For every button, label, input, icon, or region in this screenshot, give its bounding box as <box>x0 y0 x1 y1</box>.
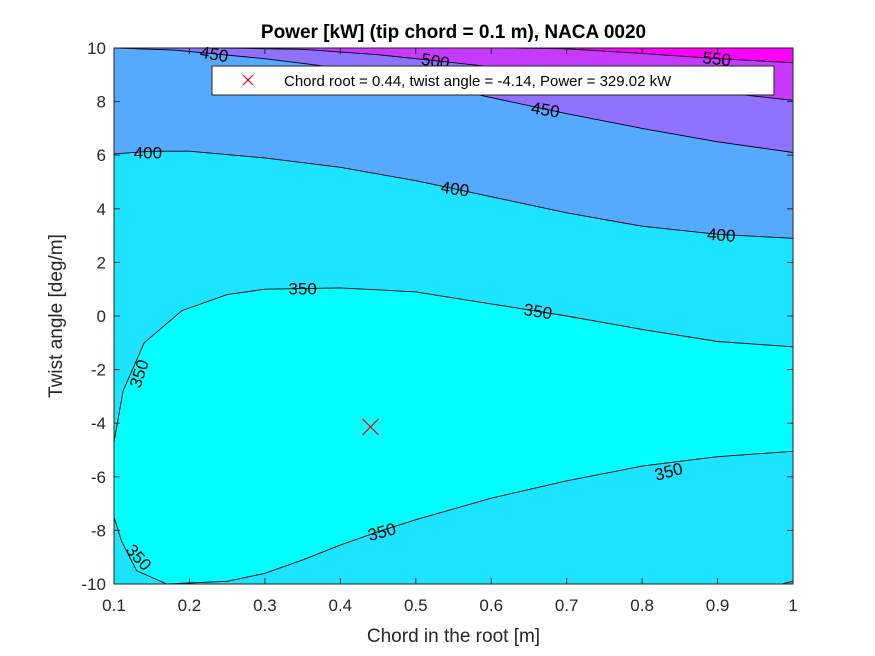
x-tick-label: 0.9 <box>706 596 730 615</box>
x-axis-label: Chord in the root [m] <box>367 626 540 647</box>
legend: Chord root = 0.44, twist angle = -4.14, … <box>211 65 775 96</box>
y-tick-label: -10 <box>81 575 106 594</box>
x-tick-label: 0.8 <box>630 596 654 615</box>
plot-area <box>114 48 793 584</box>
y-tick-label: -4 <box>91 414 106 433</box>
x-tick-label: 0.3 <box>253 596 277 615</box>
y-tick-label: 2 <box>97 253 106 272</box>
y-axis-ticks: -10 -8 -6 -4 -2 0 2 4 6 8 10 <box>81 39 793 594</box>
y-tick-label: -2 <box>91 361 106 380</box>
x-tick-label: 0.4 <box>329 596 353 615</box>
band-550-600 <box>219 48 793 101</box>
x-tick-label: 0.5 <box>404 596 428 615</box>
x-tick-label: 0.6 <box>479 596 503 615</box>
contour-label-text: 400 <box>706 225 736 246</box>
contour-label-4: 450 <box>530 98 561 121</box>
chart-title: Power [kW] (tip chord = 0.1 m), NACA 002… <box>261 22 646 43</box>
x-tick-label: 1 <box>788 596 797 615</box>
band-below-350 <box>114 287 793 584</box>
legend-label: Chord root = 0.44, twist angle = -4.14, … <box>284 73 672 90</box>
contour-label-0: 400 <box>134 144 162 163</box>
legend-box <box>211 65 775 96</box>
contour-label-text: 350 <box>522 300 553 323</box>
contour-label-2: 400 <box>706 225 736 246</box>
contour-label-text: 400 <box>440 178 471 201</box>
y-tick-label: 0 <box>97 307 106 326</box>
contour-line-400-1 <box>114 150 793 239</box>
contour-label-text: 450 <box>530 98 561 121</box>
y-tick-label: 6 <box>97 146 106 165</box>
legend-marker-x-icon <box>242 74 254 86</box>
x-axis-ticks: 0.1 0.2 0.3 0.4 0.5 0.6 0.7 0.8 0.9 1 <box>102 48 798 615</box>
y-tick-label: -6 <box>91 468 106 487</box>
contour-line-350-0 <box>114 287 793 584</box>
band-top <box>498 48 793 63</box>
contour-label-8: 350 <box>522 300 553 323</box>
contour-label-text: 350 <box>288 280 316 299</box>
y-tick-label: -8 <box>91 521 106 540</box>
y-axis-label: Twist angle [deg/m] <box>46 234 67 398</box>
optimum-marker <box>362 418 379 436</box>
contour-label-6: 550 <box>702 48 732 70</box>
x-tick-label: 0.7 <box>555 596 579 615</box>
contour-fill-layer <box>114 48 793 584</box>
y-tick-label: 8 <box>97 93 106 112</box>
contour-label-7: 350 <box>288 280 316 299</box>
contour-label-1: 400 <box>440 178 471 201</box>
contour-label-text: 400 <box>134 144 162 163</box>
contour-label-text: 550 <box>702 48 732 70</box>
x-tick-label: 0.2 <box>178 596 202 615</box>
y-tick-label: 4 <box>97 200 106 219</box>
y-tick-label: 10 <box>87 39 106 58</box>
x-tick-label: 0.1 <box>102 596 126 615</box>
marker-x-stroke-b <box>362 418 379 436</box>
